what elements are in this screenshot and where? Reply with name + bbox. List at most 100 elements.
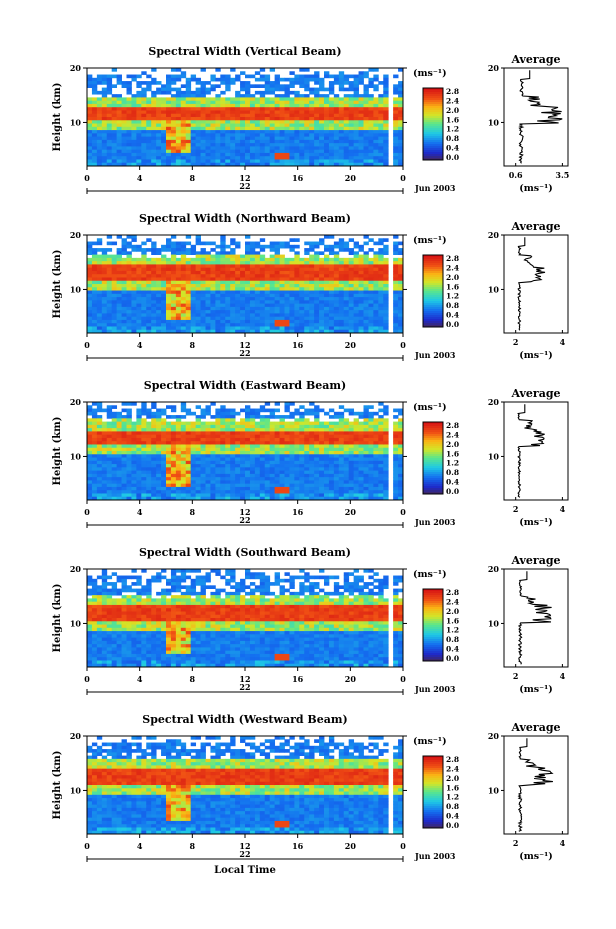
heatmap bbox=[87, 235, 404, 334]
y-axis-label: Height (km) bbox=[52, 83, 63, 152]
day-label: 22 bbox=[239, 515, 250, 525]
average-y-tick-label: 10 bbox=[488, 284, 500, 294]
colorbar-frame bbox=[422, 755, 444, 829]
day-label: 22 bbox=[239, 348, 250, 358]
x-tick-label: 4 bbox=[137, 674, 143, 684]
x-tick-label: 4 bbox=[137, 173, 143, 183]
y-axis-label: Height (km) bbox=[52, 751, 63, 820]
panel-3: Spectral Width (Eastward Beam)1020Height… bbox=[52, 379, 569, 528]
average-x-label: (ms⁻¹) bbox=[519, 517, 553, 528]
day-label: 22 bbox=[239, 181, 250, 191]
heatmap bbox=[87, 68, 404, 167]
colorbar-tick-label: 1.2 bbox=[446, 125, 459, 134]
colorbar-tick-label: 2.0 bbox=[446, 607, 459, 616]
average-x-label: (ms⁻¹) bbox=[519, 183, 553, 194]
average-x-tick-label: 0.6 bbox=[509, 170, 523, 180]
colorbar-tick-label: 0.0 bbox=[446, 654, 459, 663]
average-frame bbox=[503, 401, 569, 501]
date-label: Jun 2003 bbox=[414, 684, 456, 694]
colorbar-tick-label: 0.8 bbox=[446, 301, 459, 310]
panel-title: Spectral Width (Westward Beam) bbox=[142, 713, 347, 726]
x-tick-label: 4 bbox=[137, 841, 143, 851]
colorbar-tick-label: 1.6 bbox=[446, 783, 459, 792]
average-x-tick-label: 4 bbox=[560, 671, 566, 681]
day-label: 22 bbox=[239, 682, 250, 692]
colorbar-tick-label: 0.0 bbox=[446, 320, 459, 329]
average-y-tick-label: 10 bbox=[488, 451, 500, 461]
average-panel: Average 10 20 2 4 (ms⁻¹) bbox=[488, 721, 569, 862]
y-axis-label: Height (km) bbox=[52, 584, 63, 653]
x-tick-label: 12 bbox=[239, 507, 250, 517]
average-x-label: (ms⁻¹) bbox=[519, 684, 553, 695]
colorbar-tick-label: 2.8 bbox=[446, 588, 459, 597]
x-tick-label: 8 bbox=[190, 340, 196, 350]
y-axis-label: Height (km) bbox=[52, 250, 63, 319]
average-x-tick-label: 2 bbox=[513, 838, 519, 848]
x-tick-label: 20 bbox=[345, 340, 357, 350]
average-panel: Average 10 20 2 4 (ms⁻¹) bbox=[488, 554, 569, 695]
date-label: Jun 2003 bbox=[414, 851, 456, 861]
colorbar-tick-label: 1.6 bbox=[446, 282, 459, 291]
average-y-tick-label: 20 bbox=[488, 63, 500, 73]
colorbar-tick-label: 0.8 bbox=[446, 468, 459, 477]
colorbar-unit: (ms⁻¹) bbox=[413, 235, 447, 246]
average-y-tick-label: 20 bbox=[488, 731, 500, 741]
x-tick-label: 0 bbox=[400, 507, 406, 517]
colorbar-tick-label: 2.4 bbox=[446, 764, 459, 773]
x-tick-label: 20 bbox=[345, 674, 357, 684]
date-label: Jun 2003 bbox=[414, 183, 456, 193]
colorbar-tick-label: 0.4 bbox=[446, 144, 459, 153]
colorbar-tick-label: 2.8 bbox=[446, 87, 459, 96]
colorbar-tick-label: 2.0 bbox=[446, 774, 459, 783]
colorbar-tick-label: 2.4 bbox=[446, 263, 459, 272]
x-tick-label: 8 bbox=[190, 674, 196, 684]
average-y-tick-label: 20 bbox=[488, 230, 500, 240]
colorbar-unit: (ms⁻¹) bbox=[413, 402, 447, 413]
x-tick-label: 0 bbox=[84, 340, 90, 350]
x-tick-label: 16 bbox=[292, 173, 304, 183]
y-tick-label: 20 bbox=[70, 564, 82, 574]
y-tick-label: 10 bbox=[70, 117, 82, 127]
x-tick-label: 8 bbox=[190, 507, 196, 517]
colorbar-tick-label: 2.0 bbox=[446, 106, 459, 115]
colorbar-tick-label: 0.4 bbox=[446, 812, 459, 821]
colorbar-tick-label: 2.0 bbox=[446, 440, 459, 449]
colorbar bbox=[423, 756, 443, 829]
colorbar-frame bbox=[422, 588, 444, 662]
day-label: 22 bbox=[239, 849, 250, 859]
colorbar-tick-label: 1.2 bbox=[446, 626, 459, 635]
panel-title: Spectral Width (Vertical Beam) bbox=[148, 45, 341, 58]
colorbar bbox=[423, 589, 443, 662]
x-tick-label: 16 bbox=[292, 340, 304, 350]
average-x-tick-label: 2 bbox=[513, 337, 519, 347]
heatmap bbox=[87, 569, 404, 668]
average-profile-line bbox=[517, 738, 554, 832]
x-tick-label: 0 bbox=[400, 674, 406, 684]
colorbar-unit: (ms⁻¹) bbox=[413, 68, 447, 79]
average-x-tick-label: 4 bbox=[560, 838, 566, 848]
panel-4: Spectral Width (Southward Beam)1020Heigh… bbox=[52, 546, 569, 695]
colorbar-frame bbox=[422, 87, 444, 161]
x-tick-label: 12 bbox=[239, 841, 250, 851]
x-tick-label: 4 bbox=[137, 340, 143, 350]
x-tick-label: 16 bbox=[292, 674, 304, 684]
x-tick-label: 0 bbox=[84, 841, 90, 851]
average-x-label: (ms⁻¹) bbox=[519, 350, 553, 361]
x-tick-label: 20 bbox=[345, 507, 357, 517]
x-tick-label: 20 bbox=[345, 173, 357, 183]
average-profile-line bbox=[517, 237, 546, 331]
colorbar-tick-label: 1.6 bbox=[446, 449, 459, 458]
colorbar-tick-label: 2.8 bbox=[446, 254, 459, 263]
colorbar-tick-label: 0.0 bbox=[446, 153, 459, 162]
colorbar-unit: (ms⁻¹) bbox=[413, 569, 447, 580]
panel-2: Spectral Width (Northward Beam)1020Heigh… bbox=[52, 212, 569, 361]
average-x-tick-label: 2 bbox=[513, 671, 519, 681]
colorbar bbox=[423, 88, 443, 161]
x-tick-label: 0 bbox=[400, 340, 406, 350]
average-title: Average bbox=[510, 53, 560, 66]
colorbar-tick-label: 2.4 bbox=[446, 597, 459, 606]
x-tick-label: 0 bbox=[84, 674, 90, 684]
x-tick-label: 12 bbox=[239, 674, 250, 684]
average-frame bbox=[503, 67, 569, 167]
